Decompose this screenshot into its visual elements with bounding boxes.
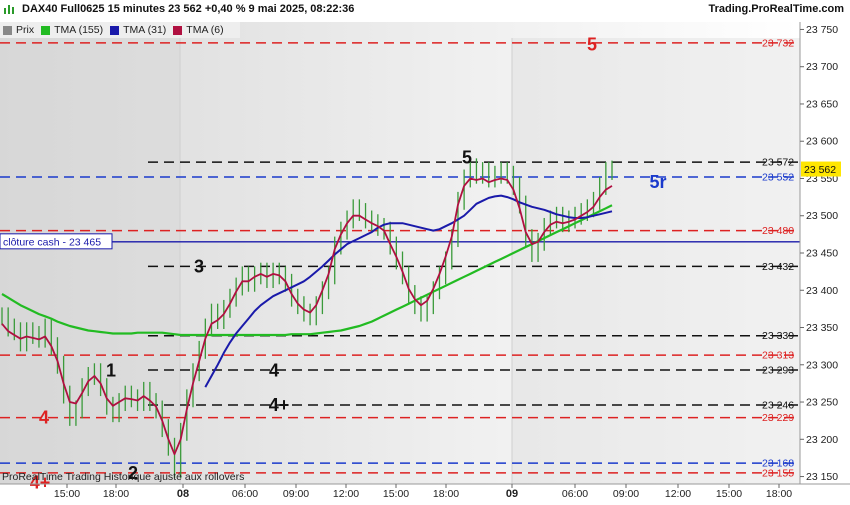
y-tick-label: 23 200 (806, 434, 838, 446)
y-tick-label: 23 600 (806, 136, 838, 148)
site-name: Trading.ProRealTime.com (708, 3, 844, 15)
level-label: 23 339 (762, 330, 794, 342)
wave-annotation: 3 (194, 256, 204, 276)
wave-annotation: 4+ (269, 395, 290, 415)
plot-background (0, 22, 800, 484)
legend-swatch-tma6 (173, 25, 183, 35)
wave-annotation: 5 (587, 34, 597, 54)
level-label: 23 229 (762, 412, 794, 424)
x-tick-label: 09:00 (613, 488, 639, 500)
y-tick-label: 23 400 (806, 285, 838, 297)
y-tick-label: 23 150 (806, 471, 838, 483)
tma31-line (204, 194, 613, 388)
legend-label: TMA (155) (54, 24, 104, 36)
tma155-line (1, 204, 613, 337)
wave-annotation: 2 (128, 463, 138, 483)
wave-annotation: 4 (39, 408, 49, 428)
legend-swatch-tma31 (110, 25, 120, 35)
level-label: 23 313 (762, 350, 794, 362)
y-tick-label: 23 350 (806, 322, 838, 334)
x-tick-label: 18:00 (103, 488, 129, 500)
level-label: 23 168 (762, 458, 794, 470)
y-tick-label: 23 300 (806, 359, 838, 371)
x-tick-label: 18:00 (766, 488, 792, 500)
legend-swatch-tma155 (41, 25, 51, 35)
legend-label: TMA (31) (123, 24, 167, 36)
wave-annotation: 1 (106, 361, 116, 381)
close-cash-label: clôture cash - 23 465 (3, 236, 101, 248)
x-tick-label: 09:00 (283, 488, 309, 500)
y-tick-label: 23 650 (806, 98, 838, 110)
last-price-box (801, 161, 841, 177)
legend-bar: Prix TMA (155) TMA (31) TMA (6) (0, 22, 240, 38)
legend-item-tma6[interactable]: TMA (6) (173, 24, 224, 36)
legend-item-tma31[interactable]: TMA (31) (110, 24, 166, 36)
wave-annotation: 5r (649, 172, 666, 192)
tma6-line (1, 177, 613, 456)
y-tick-label: 23 250 (806, 397, 838, 409)
y-tick-label: 23 500 (806, 210, 838, 222)
chart-footer: ProRealTime Trading Historique ajusté au… (2, 471, 245, 483)
y-tick-label: 23 700 (806, 61, 838, 73)
level-label: 23 432 (762, 261, 794, 273)
x-tick-label: 15:00 (383, 488, 409, 500)
x-tick-label: 12:00 (333, 488, 359, 500)
close-cash-box (0, 233, 113, 250)
y-axis-panel (800, 22, 850, 484)
x-tick-label: 09 (506, 488, 518, 500)
candlestick-logo-icon (4, 5, 14, 14)
legend-swatch-price (3, 25, 12, 35)
x-tick-label: 15:00 (716, 488, 742, 500)
x-tick-label: 15:00 (54, 488, 80, 500)
session-shade-right (512, 38, 800, 484)
instrument-title: DAX40 Full0625 15 minutes 23 562 +0,40 %… (22, 3, 355, 15)
wave-annotation: 4 (269, 361, 279, 381)
level-label: 23 155 (762, 467, 794, 479)
legend-label: TMA (6) (186, 24, 224, 36)
x-tick-label: 06:00 (562, 488, 588, 500)
level-label: 23 732 (762, 37, 794, 49)
level-label: 23 480 (762, 225, 794, 237)
legend-item-tma155[interactable]: TMA (155) (41, 24, 103, 36)
x-tick-label: 06:00 (232, 488, 258, 500)
y-tick-label: 23 750 (806, 24, 838, 36)
level-label: 23 572 (762, 157, 794, 169)
legend-label: Prix (16, 24, 35, 36)
level-label: 23 246 (762, 400, 794, 412)
x-tick-label: 08 (177, 488, 189, 500)
level-label: 23 552 (762, 171, 794, 183)
x-tick-label: 12:00 (665, 488, 691, 500)
wave-annotation: 4+ (30, 473, 51, 493)
wave-annotation: 5 (462, 148, 472, 168)
x-tick-label: 18:00 (433, 488, 459, 500)
level-label: 23 293 (762, 364, 794, 376)
y-tick-label: 23 450 (806, 248, 838, 260)
last-price-label: 23 562 (804, 164, 836, 176)
legend-item-price[interactable]: Prix (3, 24, 34, 36)
